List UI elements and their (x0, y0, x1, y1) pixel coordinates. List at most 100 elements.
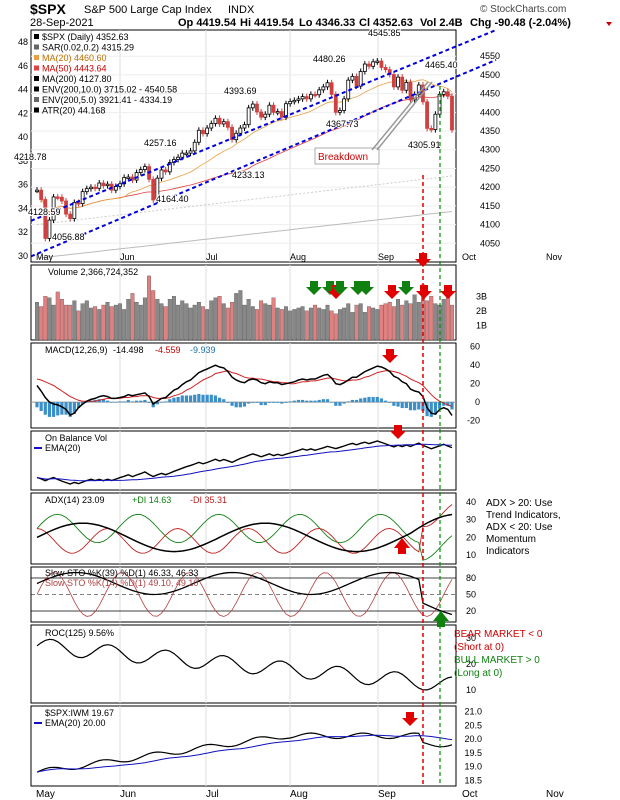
candle-body (242, 124, 247, 129)
macd-hist-bar (346, 401, 350, 403)
volume-bar (391, 306, 396, 341)
volume-bar (180, 300, 185, 341)
red-up-arrow-icon (394, 538, 410, 554)
stoch14-line (36, 572, 453, 617)
volume-bar (192, 304, 197, 341)
macd-hist-bar (85, 402, 89, 403)
macd-legend-hist: -9.939 (190, 345, 216, 355)
macd-hist-bar (143, 399, 147, 403)
volume-bar (68, 304, 73, 341)
volume-bar (342, 307, 347, 341)
macd-hist-bar (396, 402, 400, 407)
macd-hist-bar (213, 395, 218, 403)
candle-body (300, 96, 305, 100)
breakdown-arrow-icon (371, 81, 433, 151)
macd-axis-label: -20 (467, 416, 480, 426)
macd-hist-bar (218, 397, 222, 403)
volume-bar (39, 306, 44, 341)
volume-bar (113, 304, 118, 341)
open-value: Op 4419.54 (178, 17, 237, 29)
candle-body (396, 76, 400, 88)
macd-hist-bar (338, 402, 342, 406)
legend-swatch (34, 34, 39, 39)
volume-bar (126, 299, 131, 341)
price-annotation: 4056.88 (52, 232, 85, 242)
macd-hist-bar (288, 401, 292, 403)
green-up-arrow-icon (433, 611, 449, 627)
ratio-ema-line (36, 734, 453, 773)
roc-axis-label: 10 (466, 685, 476, 695)
candle-body (338, 110, 342, 113)
volume-bar (188, 307, 193, 341)
volume-bar (105, 301, 110, 341)
macd-hist-bar (155, 402, 159, 405)
bottom-month-label: Oct (462, 789, 478, 800)
macd-hist-bar (238, 402, 242, 408)
macd-hist-bar (408, 402, 413, 411)
candle-body (441, 91, 446, 95)
bottom-month-label: Aug (290, 789, 308, 800)
stoch39-legend: Slow STO %K(39) %D(1) 46.33, 46.33 (45, 568, 198, 578)
price-axis-right-label: 4450 (480, 89, 500, 99)
candle-body (167, 162, 172, 173)
price-month-label: Jun (120, 252, 135, 262)
macd-hist-bar (313, 400, 317, 403)
bottom-month-label: Nov (546, 789, 564, 800)
date-label: 28-Sep-2021 (30, 17, 94, 29)
legend-swatch (34, 86, 39, 92)
price-axis-right-label: 4250 (480, 163, 500, 173)
stoch-axis-label: 20 (466, 606, 476, 616)
macd-hist-bar (284, 402, 288, 403)
roc-note-line: (Short at 0) (454, 642, 504, 653)
candle-body (213, 117, 218, 124)
price-axis-left-label: 38 (18, 156, 28, 166)
macd-hist-bar (43, 402, 47, 415)
volume-bar (196, 301, 201, 341)
exchange-label: INDX (228, 4, 255, 16)
green-down-arrow-icon (332, 281, 348, 295)
candle-body (196, 129, 201, 143)
macd-hist-bar (230, 402, 234, 406)
candle-body (450, 95, 454, 131)
adx-axis-label: 30 (466, 515, 476, 525)
volume-bar (51, 304, 56, 341)
candle-body (246, 107, 251, 126)
bottom-month-label: Jun (120, 789, 136, 800)
volume-bar (416, 301, 421, 341)
macd-hist-bar (168, 399, 172, 403)
macd-hist-bar (47, 402, 52, 417)
candle-body (192, 141, 197, 152)
candle-body (358, 71, 363, 87)
volume-bar (159, 303, 164, 341)
price-legend-item: ENV(200,5.0) 3921.41 - 4334.19 (42, 95, 172, 105)
price-annotation: 4480.26 (313, 54, 346, 64)
macd-hist-bar (164, 401, 168, 403)
price-annotation: 4257.16 (144, 138, 177, 148)
macd-hist-bar (296, 399, 301, 403)
macd-hist-bar (305, 400, 309, 403)
green-down-arrow-icon (358, 281, 374, 295)
bottom-month-label: Sep (378, 789, 396, 800)
candle-body (176, 156, 181, 160)
volume-bar (288, 310, 293, 341)
price-axis-right-label: 4350 (480, 126, 500, 136)
macd-hist-bar (159, 402, 164, 403)
volume-bar (263, 303, 268, 341)
macd-hist-bar (118, 401, 122, 403)
volume-bar (271, 297, 276, 341)
candle-body (304, 96, 309, 100)
legend-swatch (34, 55, 39, 60)
volume-bar (254, 309, 259, 341)
macd-hist-bar (76, 402, 81, 409)
candle-body (68, 213, 73, 219)
candle-body (400, 76, 405, 91)
macd-hist-bar (126, 399, 130, 403)
candle-body (230, 126, 234, 141)
price-annotation: 4233.13 (232, 170, 265, 180)
breakdown-box (314, 147, 380, 165)
overlay: 4545.85 4480.26 4465.40 4393.69 4367.73 4305.… (13, 27, 543, 786)
ratio-line (36, 732, 453, 773)
macd-hist-bar (317, 399, 321, 403)
volume-bar (350, 312, 355, 341)
price-annotation: 4164.40 (156, 194, 189, 204)
